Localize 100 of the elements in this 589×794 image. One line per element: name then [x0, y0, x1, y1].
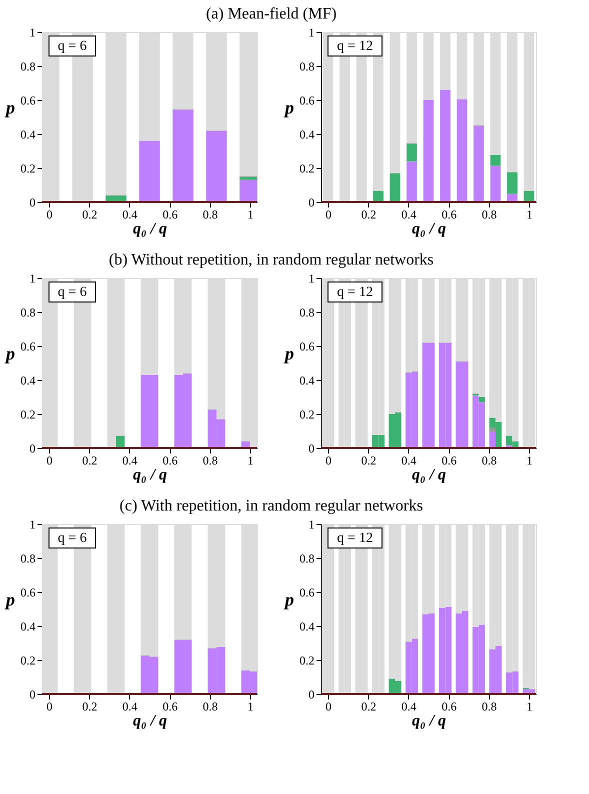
y-axis-title: p — [283, 590, 294, 610]
y-tick-label: 0.4 — [300, 374, 314, 388]
y-tick-label: 0.6 — [20, 340, 36, 354]
bar — [440, 90, 450, 202]
y-tick-label: 0.4 — [20, 620, 36, 634]
x-tick-label: 0 — [46, 208, 53, 222]
bar — [490, 165, 501, 202]
bar — [489, 428, 496, 432]
x-axis-title: q₀ / q — [132, 712, 168, 730]
y-tick-label: 0.4 — [20, 128, 36, 142]
y-tick-label: 1 — [308, 518, 314, 532]
y-tick-label: 0.4 — [300, 128, 314, 142]
y-tick-label: 0.2 — [300, 408, 314, 422]
annotation: q = 6 — [58, 39, 87, 54]
x-axis-title: q₀ / q — [412, 220, 446, 238]
x-tick-label: 0.6 — [162, 208, 178, 222]
y-tick-label: 0.2 — [20, 654, 36, 668]
y-tick-label: 0.6 — [300, 586, 314, 600]
y-tick-label: 0 — [308, 442, 314, 456]
y-axis-title: p — [4, 590, 15, 610]
x-tick-label: 0.6 — [162, 454, 178, 468]
x-tick-label: 0 — [326, 700, 332, 714]
x-tick-label: 0 — [46, 700, 53, 714]
y-tick-label: 0.4 — [20, 374, 36, 388]
x-tick-label: 0 — [326, 208, 332, 222]
y-tick-label: 0.8 — [300, 306, 314, 320]
y-tick-label: 0 — [308, 688, 314, 702]
x-axis-title: q₀ / q — [412, 466, 446, 484]
x-tick-label: 0.4 — [401, 700, 416, 714]
y-tick-label: 0.8 — [300, 552, 314, 566]
bar — [373, 190, 384, 202]
x-tick-label: 0.4 — [401, 208, 416, 222]
x-axis-title: q₀ / q — [132, 220, 168, 238]
y-tick-label: 0.6 — [300, 340, 314, 354]
x-tick-label: 1 — [526, 700, 532, 714]
x-tick-label: 0.6 — [442, 208, 457, 222]
y-tick-label: 0.8 — [20, 306, 36, 320]
y-tick-label: 0.6 — [20, 586, 36, 600]
y-tick-label: 0 — [30, 196, 36, 210]
y-tick-label: 1 — [30, 518, 36, 532]
x-tick-label: 0.2 — [361, 454, 376, 468]
x-axis-title: q₀ / q — [132, 466, 168, 484]
y-tick-label: 0.6 — [300, 94, 314, 108]
bar — [490, 154, 501, 166]
y-tick-label: 1 — [30, 26, 36, 40]
y-tick-label: 0.2 — [300, 654, 314, 668]
y-tick-label: 0 — [30, 442, 36, 456]
bar — [406, 161, 417, 202]
annotation: q = 6 — [58, 531, 87, 546]
y-tick-label: 0.6 — [20, 94, 36, 108]
y-axis-title: p — [283, 344, 294, 364]
x-tick-label: 0.6 — [442, 700, 457, 714]
y-tick-label: 0.2 — [20, 408, 36, 422]
chart-title: (a) Mean-field (MF) — [206, 6, 337, 22]
y-tick-label: 0 — [30, 688, 36, 702]
y-tick-label: 1 — [308, 272, 314, 286]
annotation: q = 12 — [337, 531, 373, 546]
x-tick-label: 0.4 — [122, 454, 138, 468]
y-tick-label: 0.2 — [300, 162, 314, 176]
x-tick-label: 0.2 — [361, 208, 376, 222]
y-tick-label: 0.4 — [300, 620, 314, 634]
x-tick-label: 0.8 — [482, 208, 497, 222]
chart-title: (c) With repetition, in random regular networks — [120, 498, 423, 514]
bar — [206, 130, 227, 202]
bar — [172, 109, 194, 202]
x-tick-label: 0.8 — [482, 700, 497, 714]
x-tick-label: 1 — [247, 700, 254, 714]
y-axis-title: p — [4, 344, 15, 364]
x-tick-label: 0.6 — [442, 454, 457, 468]
x-tick-label: 0.8 — [202, 208, 218, 222]
bar — [478, 397, 485, 402]
x-tick-label: 1 — [247, 208, 254, 222]
bar — [406, 143, 417, 162]
annotation: q = 12 — [337, 39, 373, 54]
bar — [423, 100, 434, 202]
x-tick-label: 0.6 — [162, 700, 178, 714]
annotation: q = 6 — [58, 285, 87, 300]
bar — [507, 172, 518, 194]
x-tick-label: 1 — [526, 454, 532, 468]
x-tick-label: 0.8 — [202, 700, 218, 714]
y-axis-title: p — [4, 98, 15, 118]
annotation: q = 12 — [337, 285, 373, 300]
x-tick-label: 1 — [526, 208, 532, 222]
x-tick-label: 0.2 — [82, 208, 98, 222]
x-tick-label: 0.2 — [361, 700, 376, 714]
x-tick-label: 0.4 — [401, 454, 416, 468]
x-tick-label: 0.8 — [482, 454, 497, 468]
x-tick-label: 0.2 — [82, 700, 98, 714]
x-tick-label: 0 — [326, 454, 332, 468]
y-tick-label: 0.2 — [20, 162, 36, 176]
x-tick-label: 1 — [247, 454, 254, 468]
y-tick-label: 0 — [308, 196, 314, 210]
x-tick-label: 0.4 — [122, 700, 138, 714]
chart-title: (b) Without repetition, in random regular networks — [108, 252, 434, 268]
y-tick-label: 0.8 — [300, 60, 314, 74]
x-tick-label: 0.4 — [122, 208, 138, 222]
bar — [474, 126, 484, 202]
bar — [489, 432, 496, 448]
x-tick-label: 0.8 — [202, 454, 218, 468]
x-tick-label: 0.2 — [82, 454, 98, 468]
